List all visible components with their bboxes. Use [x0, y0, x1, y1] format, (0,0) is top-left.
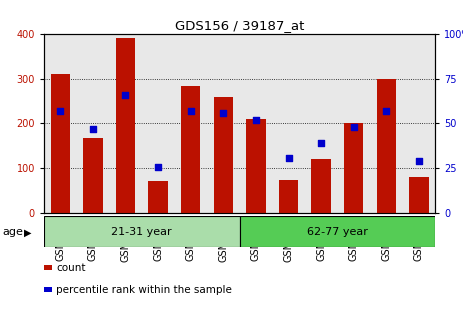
Bar — [213, 96, 233, 213]
Bar — [181, 86, 200, 213]
Bar — [403, 34, 435, 213]
Bar — [240, 34, 272, 213]
Bar — [246, 119, 266, 213]
Text: count: count — [56, 263, 86, 273]
Bar — [109, 34, 142, 213]
Point — [285, 155, 292, 160]
Point — [154, 164, 162, 169]
Bar — [50, 74, 70, 213]
Bar — [207, 34, 240, 213]
Point — [187, 108, 194, 114]
Text: 21-31 year: 21-31 year — [112, 226, 172, 237]
Text: percentile rank within the sample: percentile rank within the sample — [56, 285, 232, 295]
Bar — [305, 34, 338, 213]
Bar — [44, 216, 240, 247]
Point — [415, 159, 423, 164]
Bar — [148, 181, 168, 213]
Bar — [83, 138, 103, 213]
Bar — [338, 34, 370, 213]
Title: GDS156 / 39187_at: GDS156 / 39187_at — [175, 19, 304, 33]
Bar — [376, 79, 396, 213]
Bar — [311, 160, 331, 213]
Text: 62-77 year: 62-77 year — [307, 226, 368, 237]
Bar — [370, 34, 403, 213]
Point — [219, 110, 227, 115]
Text: age: age — [2, 227, 23, 237]
Point — [350, 124, 357, 130]
Bar — [409, 176, 429, 213]
Point — [122, 92, 129, 97]
Bar — [175, 34, 207, 213]
Bar — [44, 34, 76, 213]
Point — [56, 108, 64, 114]
Bar — [142, 34, 175, 213]
Bar — [76, 34, 109, 213]
Point — [382, 108, 390, 114]
Text: ▶: ▶ — [24, 227, 31, 238]
Bar — [240, 216, 435, 247]
Point — [89, 126, 97, 132]
Point — [252, 117, 260, 123]
Bar — [279, 180, 298, 213]
Bar — [272, 34, 305, 213]
Bar — [344, 123, 363, 213]
Bar — [116, 38, 135, 213]
Point — [318, 140, 325, 146]
